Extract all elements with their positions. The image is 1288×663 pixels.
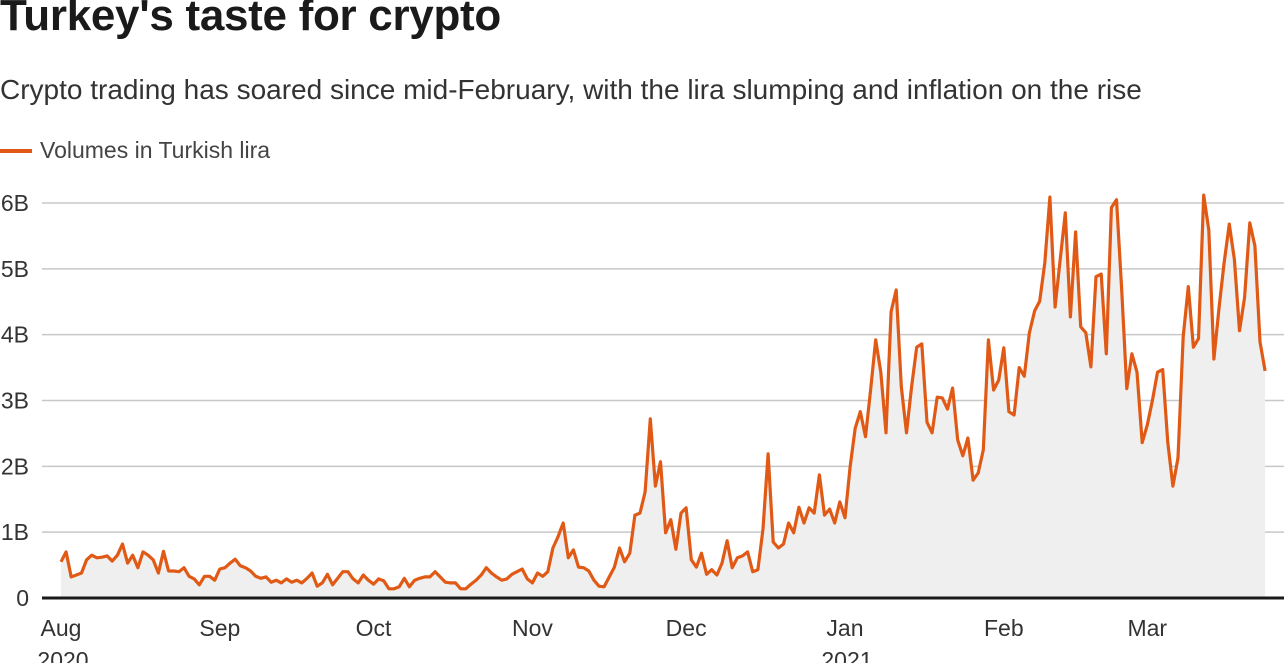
legend-swatch-volumes <box>0 148 32 153</box>
x-tick-year-label: 2021 <box>821 647 872 663</box>
y-axis-ticks: 0 1B 2B 3B 4B 5B 6B <box>1 190 29 611</box>
chart-title: Turkey's taste for crypto <box>0 0 501 40</box>
y-tick-label: 5B <box>1 256 29 282</box>
x-tick-label: Nov <box>512 615 553 641</box>
x-tick-label: Mar <box>1127 615 1167 641</box>
y-tick-label: 0 <box>16 585 29 611</box>
y-tick-label: 6B <box>1 190 29 216</box>
x-axis-ticks: Aug 2020 Sep Oct Nov Dec Jan 2021 Feb Mar <box>37 615 1167 663</box>
series-line-volumes <box>59 193 1267 591</box>
chart-subtitle: Crypto trading has soared since mid-Febr… <box>0 74 1142 105</box>
x-tick-label: Jan <box>826 615 863 641</box>
legend-label-volumes: Volumes in Turkish lira <box>40 137 271 163</box>
x-tick-label: Oct <box>356 615 392 641</box>
y-tick-label: 2B <box>1 453 29 479</box>
y-tick-label: 1B <box>1 519 29 545</box>
x-tick-label: Aug <box>41 615 82 641</box>
y-tick-label: 3B <box>1 388 29 414</box>
x-tick-label: Feb <box>984 615 1024 641</box>
x-tick-year-label: 2020 <box>37 647 88 663</box>
x-tick-label: Sep <box>199 615 240 641</box>
legend: Volumes in Turkish lira <box>0 137 270 164</box>
x-tick-label: Dec <box>666 615 707 641</box>
series-area-fill <box>61 195 1266 598</box>
y-tick-label: 4B <box>1 322 29 348</box>
